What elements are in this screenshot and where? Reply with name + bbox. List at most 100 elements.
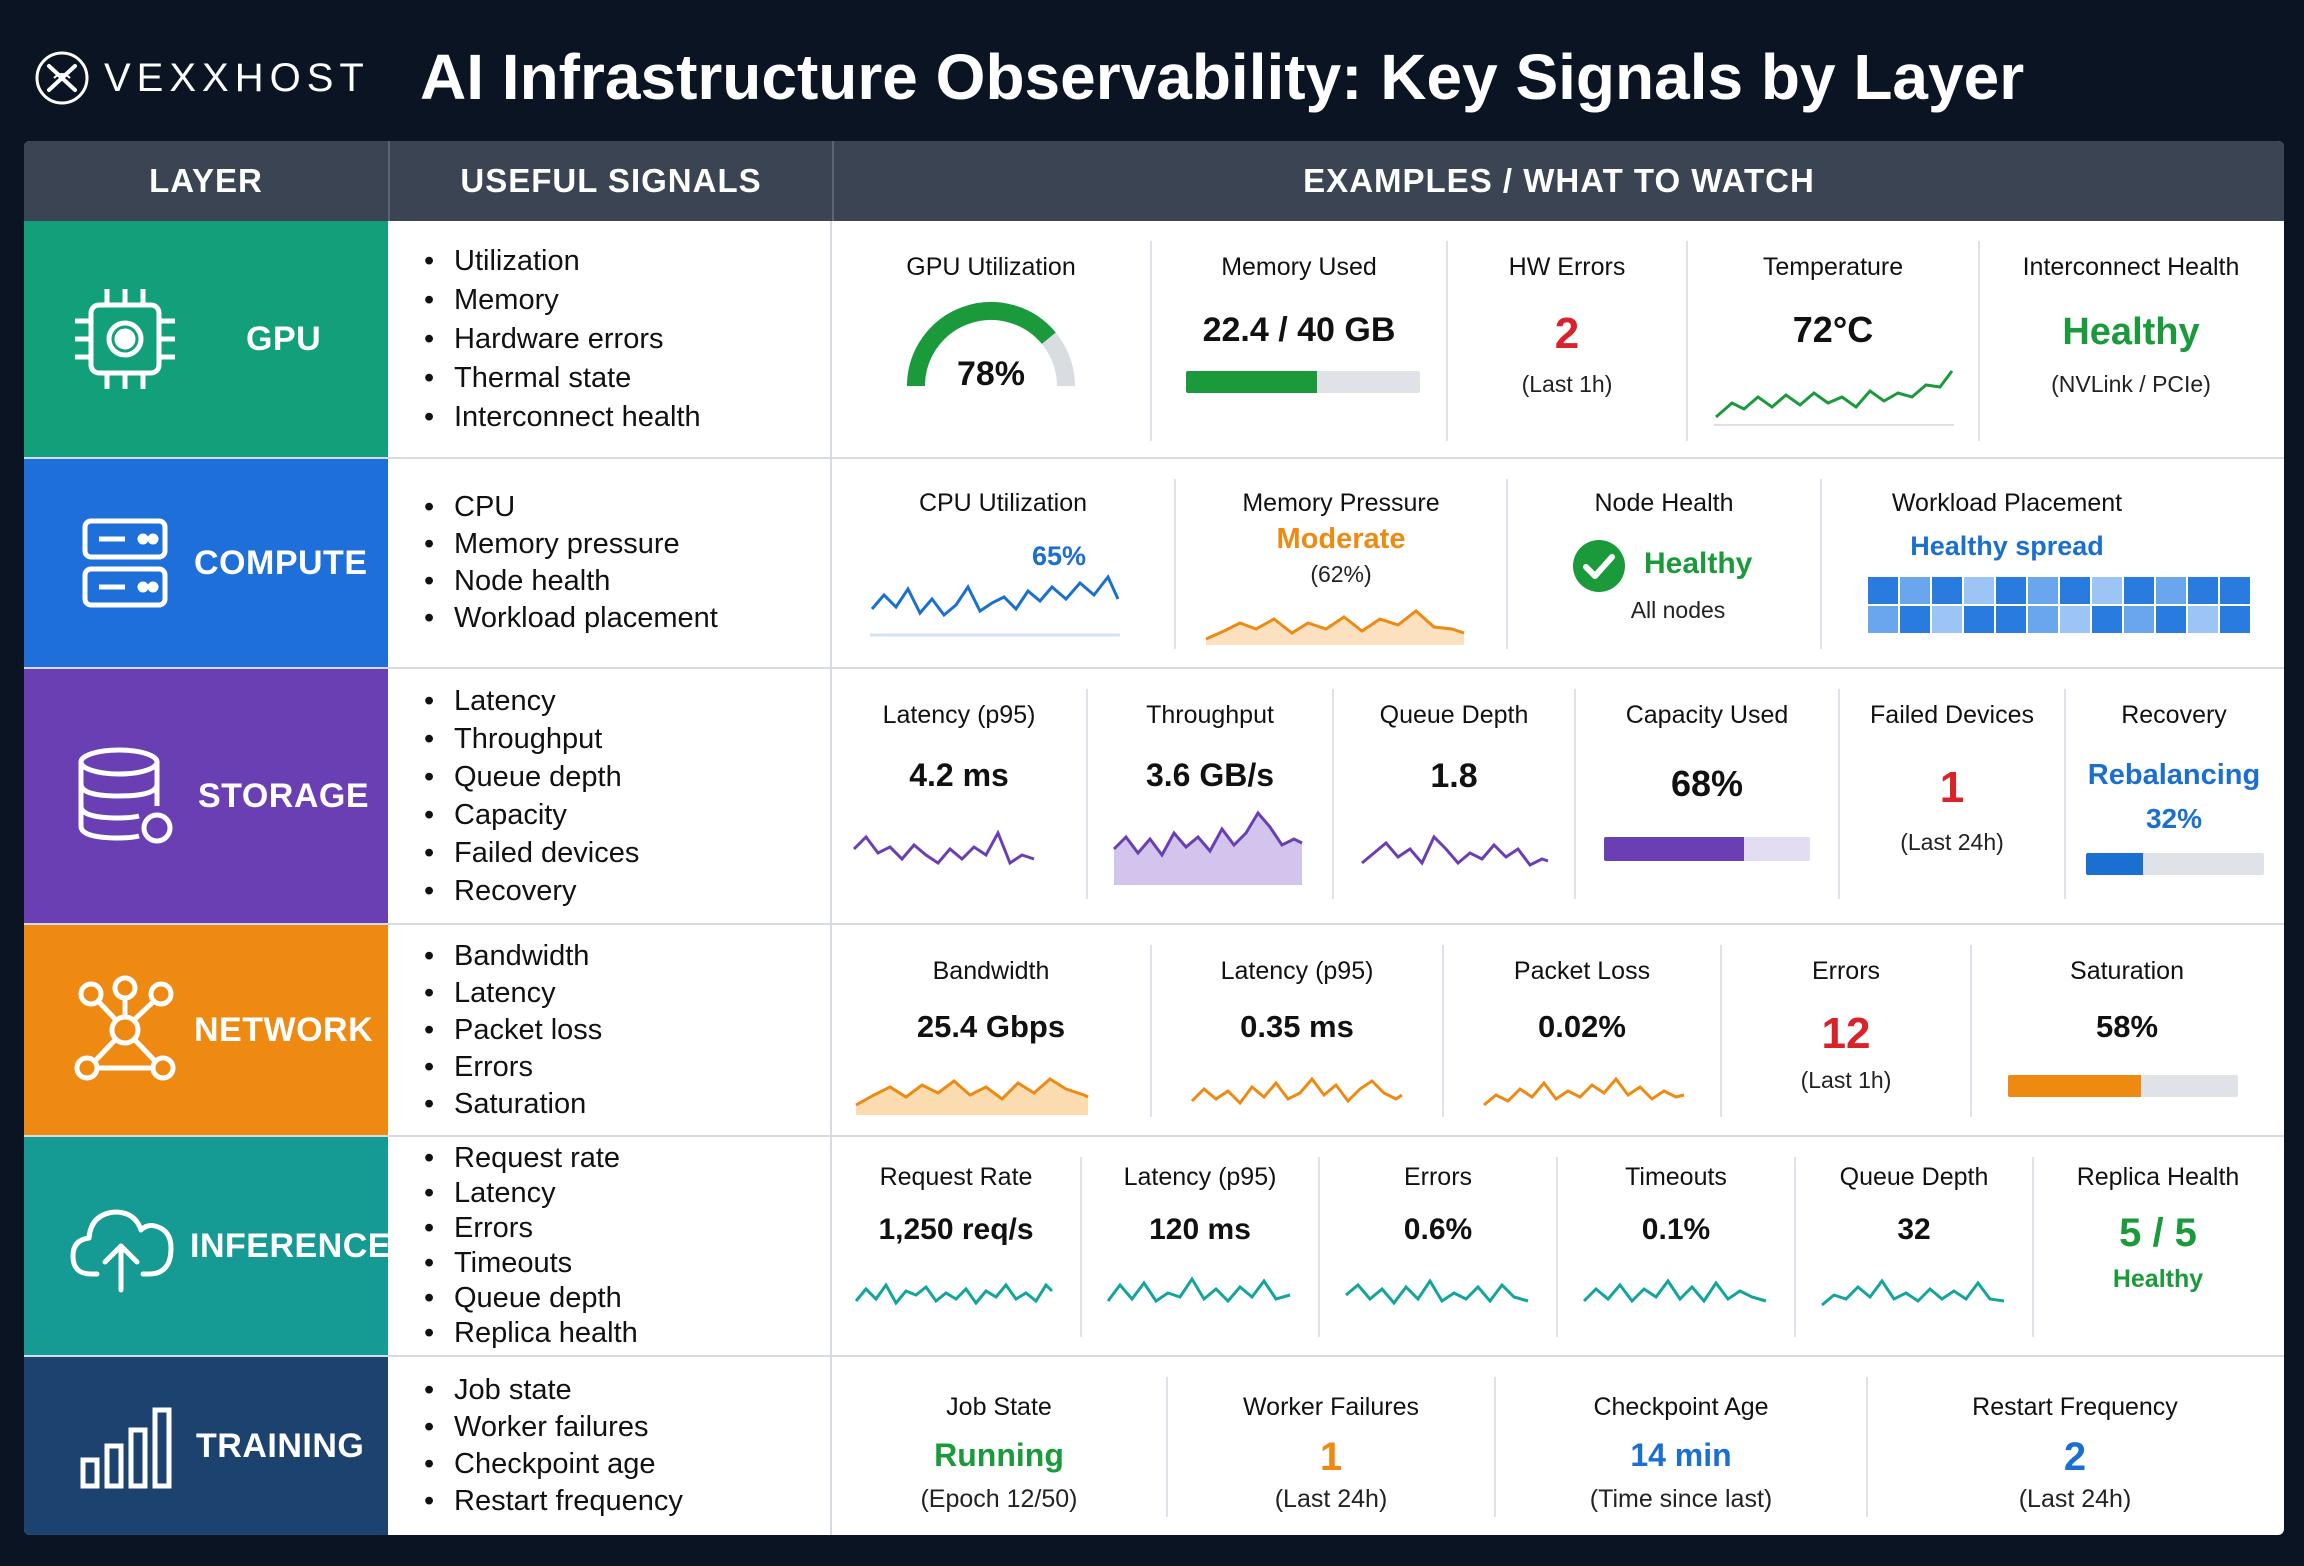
layer-cell-gpu: GPU bbox=[24, 221, 388, 457]
storage-latency-sparkline bbox=[852, 829, 1035, 866]
chip-icon bbox=[64, 278, 186, 400]
metric-value: 12 bbox=[1821, 1009, 1871, 1058]
row-inference: INFERENCE Request rate Latency Errors Ti… bbox=[24, 1137, 2284, 1357]
list-item: Interconnect health bbox=[424, 401, 701, 434]
metric-sub: (Epoch 12/50) bbox=[920, 1485, 1078, 1513]
row-storage: STORAGE Latency Throughput Queue depth C… bbox=[24, 669, 2284, 925]
metric-value: Rebalancing bbox=[2087, 759, 2261, 791]
layer-name-compute: COMPUTE bbox=[194, 543, 368, 582]
list-item: Workload placement bbox=[424, 602, 718, 635]
metric-label: Restart Frequency bbox=[1972, 1393, 2178, 1421]
list-item: Checkpoint age bbox=[424, 1448, 683, 1481]
metric-sub: (Last 1h) bbox=[1521, 371, 1613, 397]
placement-cell bbox=[2156, 577, 2186, 604]
metric-sub: (NVLink / PCIe) bbox=[2051, 371, 2211, 397]
metric-label: Request Rate bbox=[879, 1163, 1033, 1191]
metric-storage-latency: Latency (p95) 4.2 ms bbox=[832, 669, 1086, 923]
placement-cell bbox=[1900, 577, 1930, 604]
metric-gpu-interconnect: Interconnect Health Healthy (NVLink / PC… bbox=[1980, 221, 2282, 457]
temperature-sparkline bbox=[1714, 370, 1954, 426]
placement-cell bbox=[2028, 606, 2058, 633]
examples-storage: Latency (p95) 4.2 ms Throughput 3.6 GB/s bbox=[832, 669, 2284, 923]
metric-value: 25.4 Gbps bbox=[916, 1009, 1066, 1044]
metric-workload-placement: Workload Placement Healthy spread bbox=[1822, 459, 2282, 667]
metric-checkpoint-age: Checkpoint Age 14 min (Time since last) bbox=[1496, 1357, 1866, 1535]
server-icon bbox=[64, 502, 186, 624]
metric-storage-queue-depth: Queue Depth 1.8 bbox=[1334, 669, 1574, 923]
metric-label: Queue Depth bbox=[1839, 1163, 1989, 1191]
metric-network-latency: Latency (p95) 0.35 ms bbox=[1152, 925, 1442, 1135]
placement-cell bbox=[2124, 577, 2154, 604]
header-signals: USEFUL SIGNALS bbox=[460, 162, 762, 199]
placement-cell bbox=[2188, 606, 2218, 633]
metric-label: Worker Failures bbox=[1243, 1393, 1419, 1421]
list-item: Packet loss bbox=[424, 1014, 602, 1047]
placement-cell bbox=[1964, 577, 1994, 604]
examples-network: Bandwidth 25.4 Gbps Latency (p95) 0.35 m… bbox=[832, 925, 2284, 1135]
storage-queue-sparkline bbox=[1361, 834, 1549, 867]
metric-capacity-used: Capacity Used 68% bbox=[1576, 669, 1838, 923]
placement-cell bbox=[2220, 606, 2250, 633]
metric-gpu-memory: Memory Used 22.4 / 40 GB bbox=[1152, 221, 1446, 457]
metric-value: 65% bbox=[1032, 541, 1087, 571]
metric-worker-failures: Worker Failures 1 (Last 24h) bbox=[1168, 1357, 1494, 1535]
database-icon bbox=[64, 735, 186, 857]
placement-grid bbox=[1868, 577, 2250, 635]
metric-label: Latency (p95) bbox=[882, 701, 1036, 729]
metric-value: 72°C bbox=[1792, 309, 1874, 350]
metric-label: Node Health bbox=[1594, 489, 1734, 517]
placement-cell bbox=[1932, 606, 1962, 633]
list-item: Worker failures bbox=[424, 1411, 683, 1444]
list-item: Replica health bbox=[424, 1317, 638, 1350]
metric-value: 68% bbox=[1670, 763, 1744, 804]
list-item: Throughput bbox=[424, 723, 639, 756]
metric-value: 0.02% bbox=[1538, 1009, 1626, 1044]
metric-label: Recovery bbox=[2121, 701, 2227, 729]
metric-value: 2 bbox=[2063, 1435, 2087, 1479]
placement-cell bbox=[2092, 577, 2122, 604]
list-item: Memory pressure bbox=[424, 528, 718, 561]
signals-training: Job state Worker failures Checkpoint age… bbox=[388, 1357, 832, 1535]
bar-fill bbox=[1604, 837, 1745, 861]
list-item: Job state bbox=[424, 1374, 683, 1407]
packet-loss-sparkline bbox=[1483, 1076, 1685, 1107]
metric-node-health: Node Health Healthy All nodes bbox=[1508, 459, 1820, 667]
header-layer: LAYER bbox=[149, 162, 263, 199]
examples-gpu: GPU Utilization 78% Memory Used 22.4 / 4… bbox=[832, 221, 2284, 457]
metric-gpu-utilization: GPU Utilization 78% bbox=[832, 221, 1150, 457]
check-circle-icon bbox=[1573, 540, 1625, 592]
metric-label: Errors bbox=[1811, 957, 1881, 985]
metric-gpu-hw-errors: HW Errors 2 (Last 1h) bbox=[1448, 221, 1686, 457]
metric-inference-errors: Errors 0.6% bbox=[1320, 1137, 1556, 1355]
metric-inference-queue-depth: Queue Depth 32 bbox=[1796, 1137, 2032, 1355]
placement-cell bbox=[1996, 577, 2026, 604]
metric-value: 120 ms bbox=[1149, 1213, 1251, 1246]
metric-value: 58% bbox=[2095, 1009, 2159, 1044]
signals-network: Bandwidth Latency Packet loss Errors Sat… bbox=[388, 925, 832, 1135]
placement-cell bbox=[2060, 606, 2090, 633]
metric-label: Checkpoint Age bbox=[1593, 1393, 1769, 1421]
list-item: Request rate bbox=[424, 1142, 638, 1175]
metric-label: Saturation bbox=[2070, 957, 2184, 985]
metric-label: CPU Utilization bbox=[918, 489, 1088, 517]
layer-name-network: NETWORK bbox=[194, 1010, 374, 1049]
brand-logo: VEXXHOST bbox=[34, 48, 370, 108]
cloud-upload-icon bbox=[62, 1185, 184, 1307]
metric-replica-health: Replica Health 5 / 5 Healthy bbox=[2034, 1137, 2282, 1355]
bar-chart-icon bbox=[64, 1385, 186, 1507]
list-item: Latency bbox=[424, 1177, 638, 1210]
metric-label: Latency (p95) bbox=[1123, 1163, 1277, 1191]
metric-value: 3.6 GB/s bbox=[1145, 757, 1275, 793]
gauge-fill bbox=[907, 302, 1056, 387]
gauge-chart bbox=[907, 302, 1075, 387]
metric-failed-devices: Failed Devices 1 (Last 24h) bbox=[1840, 669, 2064, 923]
examples-inference: Request Rate 1,250 req/s Latency (p95) 1… bbox=[832, 1137, 2284, 1355]
metric-label: Workload Placement bbox=[1891, 489, 2123, 517]
metric-recovery: Recovery Rebalancing 32% bbox=[2066, 669, 2282, 923]
metric-value: 1 bbox=[1319, 1435, 1343, 1479]
metric-label: Errors bbox=[1403, 1163, 1473, 1191]
metric-saturation: Saturation 58% bbox=[1972, 925, 2282, 1135]
metric-throughput: Throughput 3.6 GB/s bbox=[1088, 669, 1332, 923]
layer-cell-storage: STORAGE bbox=[24, 669, 388, 923]
metric-label: Latency (p95) bbox=[1220, 957, 1374, 985]
